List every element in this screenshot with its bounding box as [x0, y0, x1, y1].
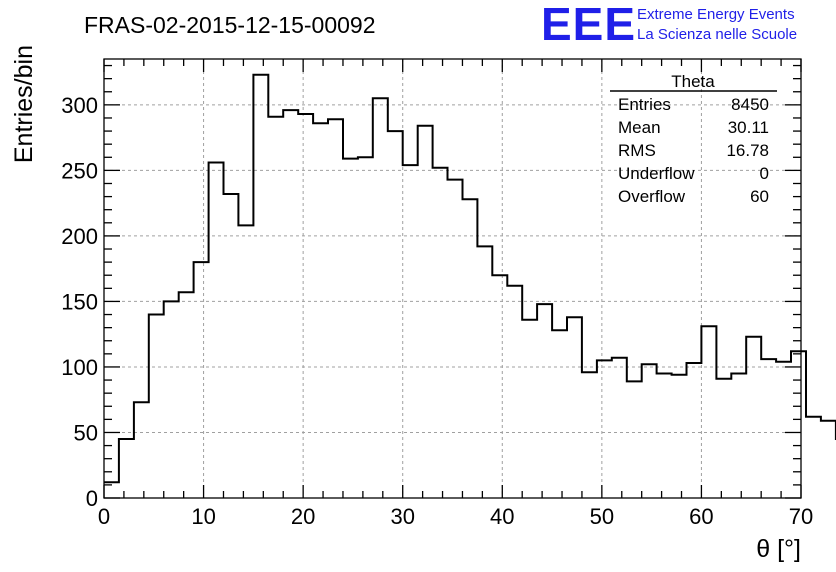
histogram-bin — [686, 363, 701, 498]
histogram-bin — [776, 362, 791, 498]
stats-row-label: Underflow — [618, 164, 695, 183]
x-tick-label: 70 — [789, 504, 813, 529]
histogram-bin — [313, 123, 328, 498]
histogram-bin — [373, 98, 388, 498]
stats-row-value: 16.78 — [726, 141, 769, 160]
grid-lines — [104, 59, 801, 498]
histogram-bin — [164, 301, 179, 498]
histogram-bin — [492, 275, 507, 498]
axis-ticks — [103, 59, 802, 499]
x-tick-label: 50 — [590, 504, 614, 529]
stats-row-label: Mean — [618, 118, 661, 137]
eee-logo-line2: La Scienza nelle Scuole — [637, 26, 797, 43]
histogram-bin — [418, 126, 433, 498]
histogram-bin — [283, 110, 298, 498]
histogram-bin — [462, 199, 477, 498]
histogram-bin — [657, 374, 672, 498]
histogram-bin — [433, 168, 448, 498]
x-tick-label: 10 — [191, 504, 215, 529]
histogram-bin — [642, 364, 657, 498]
histogram-bin — [731, 374, 746, 498]
stats-rows: Entries 8450 Mean 30.11 RMS 16.78 Underflow 0 Ov… — [618, 95, 769, 206]
stats-row-value: 0 — [760, 164, 769, 183]
histogram-bin — [134, 402, 149, 498]
histogram-bin — [761, 359, 776, 498]
histogram-line — [104, 73, 836, 484]
histogram-bin — [477, 246, 492, 498]
histogram-bin — [253, 75, 268, 498]
eee-logo: EEE Extreme Energy Events La Scienza nel… — [541, 0, 797, 50]
histogram-bin — [388, 131, 403, 498]
histogram-bin — [358, 157, 373, 498]
y-tick-label: 150 — [61, 289, 98, 314]
x-axis-label: θ [°] — [756, 535, 801, 563]
histogram-bin — [552, 330, 567, 498]
histogram-bin — [448, 180, 463, 498]
histogram-bin — [298, 114, 313, 498]
y-tick-label: 200 — [61, 224, 98, 249]
plot-frame — [103, 58, 802, 499]
histogram-bin — [716, 379, 731, 498]
stats-row-label: Entries — [618, 95, 671, 114]
histogram-bin — [119, 439, 134, 498]
histogram-bin — [328, 119, 343, 498]
x-tick-label: 20 — [291, 504, 315, 529]
histogram-bin — [701, 326, 716, 498]
y-axis-label: Entries/bin — [10, 45, 38, 163]
y-tick-label: 100 — [61, 355, 98, 380]
histogram-bin — [343, 159, 358, 498]
histogram-bin — [672, 375, 687, 498]
y-tick-label: 300 — [61, 93, 98, 118]
stats-row-label: RMS — [618, 141, 656, 160]
histogram-bin — [746, 337, 761, 498]
stats-row-label: Overflow — [618, 187, 686, 206]
x-tick-label: 40 — [490, 504, 514, 529]
histogram-bin — [268, 117, 283, 498]
histogram-bin — [612, 358, 627, 498]
histogram-bin — [627, 381, 642, 498]
histogram-bin — [194, 262, 209, 498]
histogram-bin — [522, 320, 537, 498]
chart-title: FRAS-02-2015-12-15-00092 — [84, 12, 376, 38]
histogram-bin — [567, 317, 582, 498]
histogram-bin — [403, 165, 418, 498]
eee-logo-line1: Extreme Energy Events — [637, 6, 795, 23]
histogram-bin — [597, 360, 612, 498]
histogram-bin — [179, 292, 194, 498]
histogram-bin — [791, 351, 806, 498]
histogram-bin — [238, 225, 253, 498]
stats-box: Theta Entries 8450 Mean 30.11 RMS 16.78 Underf… — [610, 72, 777, 206]
histogram-bin — [806, 417, 821, 498]
stats-box-title: Theta — [671, 72, 715, 91]
histogram-bin — [582, 372, 597, 498]
stats-row-value: 60 — [750, 187, 769, 206]
histogram-bin — [537, 304, 552, 498]
stats-row-value: 30.11 — [728, 118, 769, 137]
eee-logo-text: EEE — [541, 0, 636, 50]
y-tick-label: 50 — [74, 420, 98, 445]
x-tick-label: 0 — [98, 504, 110, 529]
histogram-bin — [223, 194, 238, 498]
y-tick-label: 250 — [61, 158, 98, 183]
stats-row-value: 8450 — [731, 95, 769, 114]
histogram-bin — [209, 163, 224, 498]
tick-labels: 0 10 20 30 40 50 60 70 0 50 100 150 200 250 300 — [61, 93, 813, 529]
histogram-bin — [507, 286, 522, 498]
histogram-bin — [821, 421, 836, 498]
histogram-bins — [104, 75, 836, 498]
x-tick-label: 30 — [390, 504, 414, 529]
y-tick-label: 0 — [86, 486, 98, 511]
x-tick-label: 60 — [689, 504, 713, 529]
histogram-bin — [149, 315, 164, 498]
